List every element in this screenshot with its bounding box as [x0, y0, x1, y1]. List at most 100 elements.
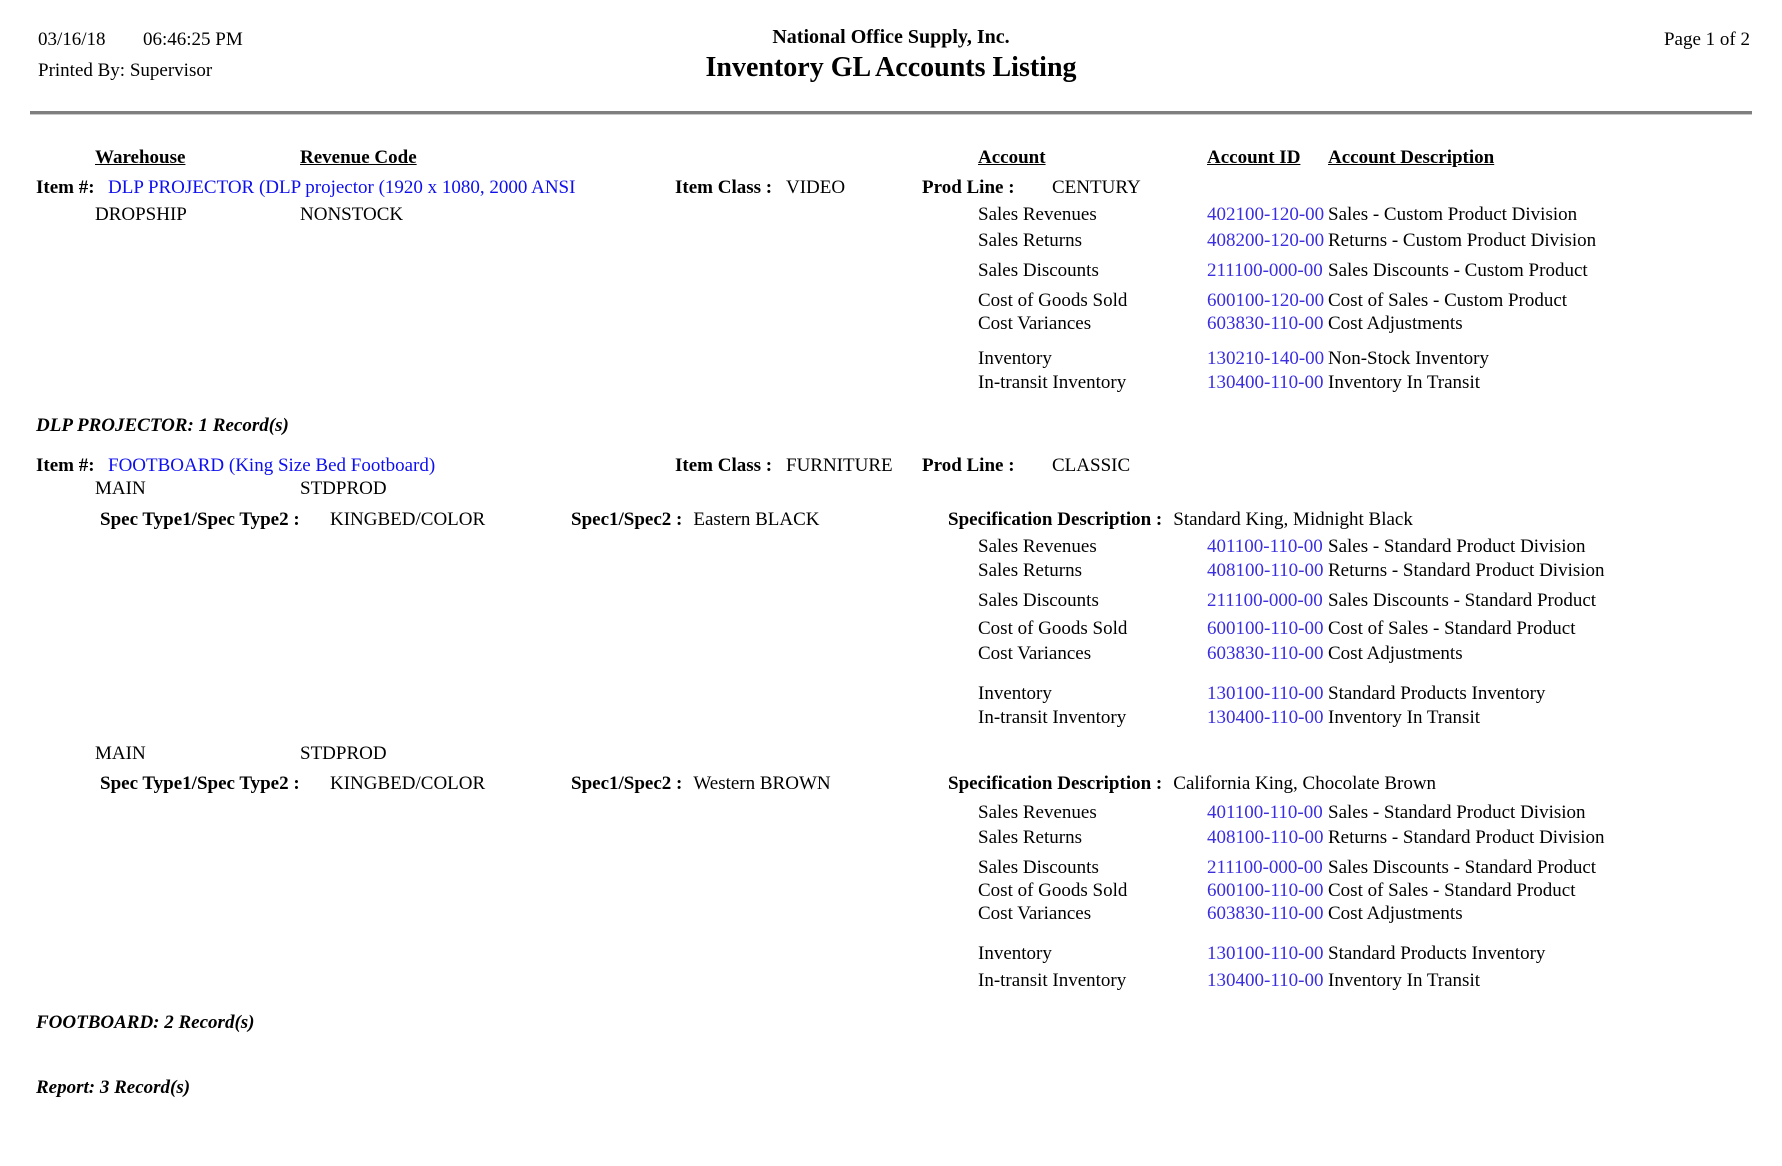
account-description: Inventory In Transit [1328, 372, 1480, 393]
warehouse-value: DROPSHIP [95, 204, 187, 225]
account-description: Standard Products Inventory [1328, 943, 1546, 964]
column-header-warehouse: Warehouse [95, 147, 186, 168]
report-title: Inventory GL Accounts Listing [705, 52, 1077, 83]
account-description: Inventory In Transit [1328, 707, 1480, 728]
item-class-value: FURNITURE [786, 455, 893, 476]
spec-desc-label: Specification Description : [948, 773, 1163, 794]
column-header-account-description: Account Description [1328, 147, 1495, 168]
account-description: Inventory In Transit [1328, 970, 1480, 991]
account-label: Sales Returns [978, 560, 1082, 581]
account-label: Sales Returns [978, 827, 1082, 848]
account-id-link[interactable]: 401100-110-00 [1207, 802, 1323, 823]
account-label: Sales Revenues [978, 536, 1097, 557]
print-time: 06:46:25 PM [143, 29, 243, 50]
account-description: Returns - Standard Product Division [1328, 560, 1605, 581]
account-label: Sales Revenues [978, 204, 1097, 225]
account-description: Cost Adjustments [1328, 643, 1463, 664]
account-description: Cost of Sales - Custom Product [1328, 290, 1568, 311]
warehouse-value: MAIN [95, 743, 146, 764]
account-label: Cost Variances [978, 643, 1092, 664]
account-description: Cost of Sales - Standard Product [1328, 880, 1576, 901]
account-id-link[interactable]: 211100-000-00 [1207, 590, 1323, 611]
account-label: In-transit Inventory [978, 372, 1127, 393]
account-label: Inventory [978, 943, 1052, 964]
company-name: National Office Supply, Inc. [772, 26, 1010, 48]
printed-by: Printed By: Supervisor [38, 60, 213, 81]
account-id-link[interactable]: 600100-120-00 [1207, 290, 1325, 311]
spec-type-value: KINGBED/COLOR [330, 773, 486, 794]
item-summary: DLP PROJECTOR: 1 Record(s) [36, 415, 289, 436]
item-class-value: VIDEO [786, 177, 846, 198]
account-description: Sales Discounts - Standard Product [1328, 590, 1597, 611]
spec-desc-label: Specification Description : [948, 509, 1163, 530]
account-description: Sales - Standard Product Division [1328, 536, 1586, 557]
account-description: Cost of Sales - Standard Product [1328, 618, 1576, 639]
account-label: Cost Variances [978, 313, 1092, 334]
item-name-link[interactable]: DLP PROJECTOR (DLP projector (1920 x 108… [108, 177, 576, 198]
warehouse-value: MAIN [95, 478, 146, 499]
report-summary: Report: 3 Record(s) [36, 1077, 191, 1098]
account-description: Cost Adjustments [1328, 903, 1463, 924]
account-id-link[interactable]: 130100-110-00 [1207, 683, 1324, 704]
account-label: Sales Discounts [978, 260, 1099, 281]
revenue-code-value: STDPROD [300, 743, 387, 764]
account-id-link[interactable]: 603830-110-00 [1207, 643, 1324, 664]
item-number-label: Item #: [36, 455, 95, 476]
account-label: Inventory [978, 683, 1052, 704]
spec-type-value: KINGBED/COLOR [330, 509, 486, 530]
account-id-link[interactable]: 211100-000-00 [1207, 857, 1323, 878]
spec-desc-value: California King, Chocolate Brown [1173, 773, 1437, 794]
column-header-revenue-code: Revenue Code [300, 147, 417, 168]
account-label: Cost Variances [978, 903, 1092, 924]
spec-type-label: Spec Type1/Spec Type2 : [100, 773, 300, 794]
account-label: Sales Discounts [978, 590, 1099, 611]
account-description: Non-Stock Inventory [1328, 348, 1489, 369]
item-class-label: Item Class : [675, 177, 773, 198]
account-id-link[interactable]: 211100-000-00 [1207, 260, 1323, 281]
account-id-link[interactable]: 603830-110-00 [1207, 313, 1324, 334]
account-id-link[interactable]: 600100-110-00 [1207, 880, 1324, 901]
spec-label: Spec1/Spec2 : [571, 509, 683, 530]
revenue-code-value: NONSTOCK [300, 204, 404, 225]
account-id-link[interactable]: 401100-110-00 [1207, 536, 1323, 557]
spec-label: Spec1/Spec2 : [571, 773, 683, 794]
spec-desc-pair: Specification Description : California Ki… [948, 772, 1436, 795]
account-label: Sales Revenues [978, 802, 1097, 823]
account-id-link[interactable]: 408100-110-00 [1207, 827, 1324, 848]
spec-desc-pair: Specification Description : Standard King… [948, 508, 1413, 531]
account-id-link[interactable]: 130400-110-00 [1207, 970, 1324, 991]
spec-desc-value: Standard King, Midnight Black [1173, 509, 1413, 530]
account-id-link[interactable]: 408200-120-00 [1207, 230, 1325, 251]
account-label: Cost of Goods Sold [978, 880, 1128, 901]
spec-value: Eastern BLACK [693, 509, 820, 530]
account-id-link[interactable]: 130400-110-00 [1207, 707, 1324, 728]
account-label: In-transit Inventory [978, 970, 1127, 991]
account-id-link[interactable]: 130100-110-00 [1207, 943, 1324, 964]
prod-line-value: CLASSIC [1052, 455, 1131, 476]
account-id-link[interactable]: 408100-110-00 [1207, 560, 1324, 581]
account-label: Sales Discounts [978, 857, 1099, 878]
item-summary: FOOTBOARD: 2 Record(s) [36, 1012, 255, 1033]
account-description: Sales Discounts - Custom Product [1328, 260, 1588, 281]
item-name-link[interactable]: FOOTBOARD (King Size Bed Footboard) [108, 455, 436, 476]
account-label: Sales Returns [978, 230, 1082, 251]
account-id-link[interactable]: 603830-110-00 [1207, 903, 1324, 924]
account-id-link[interactable]: 402100-120-00 [1207, 204, 1325, 225]
account-description: Sales - Standard Product Division [1328, 802, 1586, 823]
account-description: Returns - Standard Product Division [1328, 827, 1605, 848]
account-id-link[interactable]: 130400-110-00 [1207, 372, 1324, 393]
prod-line-label: Prod Line : [922, 455, 1015, 476]
account-label: In-transit Inventory [978, 707, 1127, 728]
item-class-label: Item Class : [675, 455, 773, 476]
spec-pair: Spec1/Spec2 : Western BROWN [571, 772, 831, 795]
account-label: Cost of Goods Sold [978, 290, 1128, 311]
spec-value: Western BROWN [693, 773, 831, 794]
account-description: Standard Products Inventory [1328, 683, 1546, 704]
account-id-link[interactable]: 600100-110-00 [1207, 618, 1324, 639]
account-description: Sales - Custom Product Division [1328, 204, 1578, 225]
account-description: Returns - Custom Product Division [1328, 230, 1597, 251]
column-header-account-id: Account ID [1207, 147, 1301, 168]
account-id-link[interactable]: 130210-140-00 [1207, 348, 1325, 369]
account-description: Sales Discounts - Standard Product [1328, 857, 1597, 878]
